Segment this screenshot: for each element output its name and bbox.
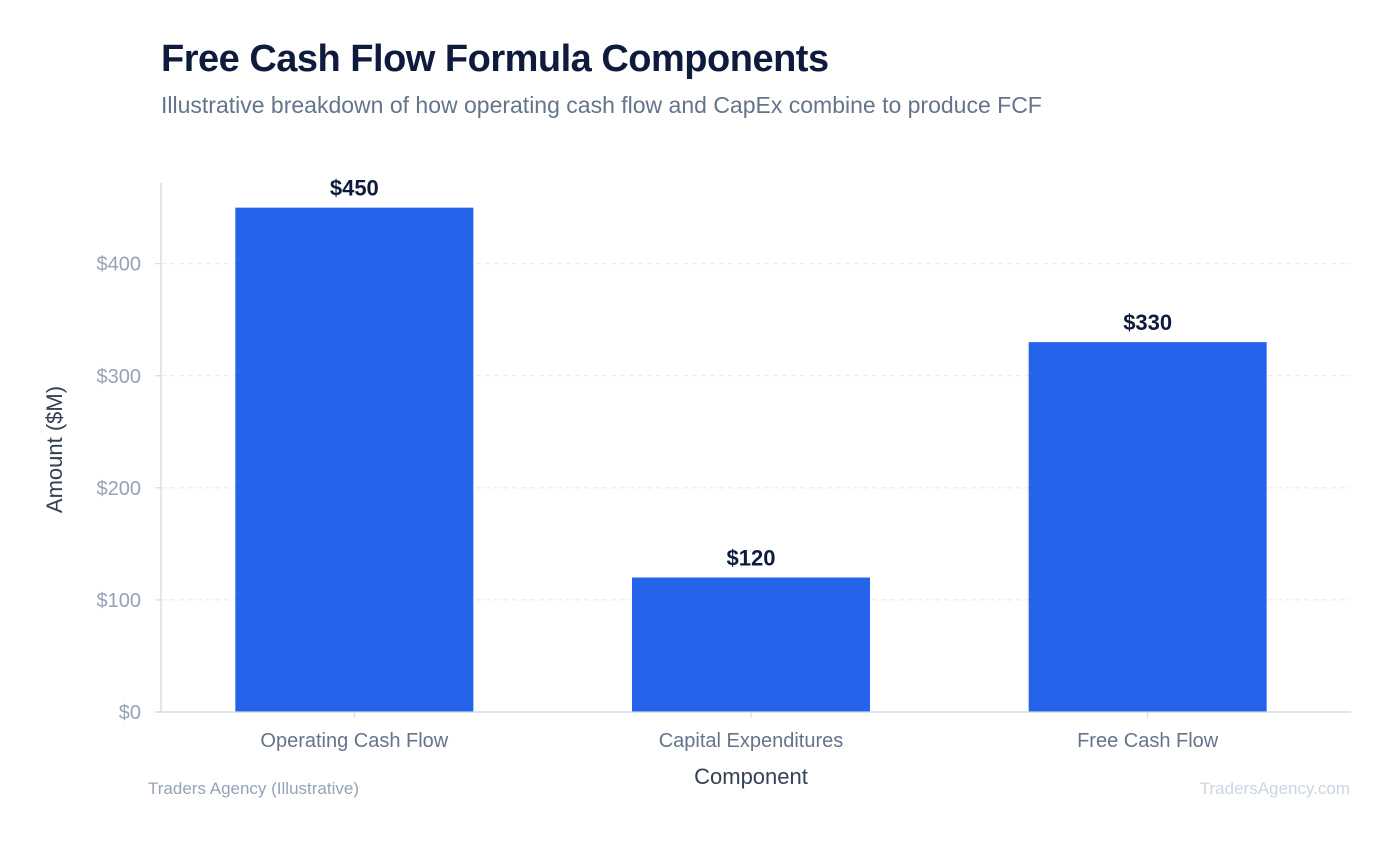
y-tick-label: $0	[119, 702, 141, 724]
x-tick-label: Operating Cash Flow	[260, 730, 448, 752]
x-axis-title: Component	[694, 764, 808, 789]
x-tick-label: Capital Expenditures	[659, 730, 844, 752]
bars	[235, 207, 1267, 712]
axes	[155, 183, 1351, 718]
data-label: $450	[330, 176, 379, 201]
x-tick-label: Free Cash Flow	[1077, 730, 1219, 752]
data-label: $330	[1123, 310, 1172, 335]
bar	[235, 207, 474, 712]
bar	[632, 577, 870, 712]
y-tick-label: $100	[97, 590, 142, 612]
bar	[1028, 342, 1267, 712]
chart-title: Free Cash Flow Formula Components	[161, 38, 829, 80]
y-tick-label: $400	[97, 254, 142, 276]
y-axis-title: Amount ($M)	[42, 386, 67, 513]
y-tick-label: $200	[97, 478, 142, 500]
chart-subtitle: Illustrative breakdown of how operating …	[161, 92, 1042, 118]
source-note: Traders Agency (Illustrative)	[148, 779, 359, 798]
data-label: $120	[727, 546, 776, 571]
labels: $0 $100 $200 $300 $400 $450 Operating Cash Flo…	[42, 176, 1219, 789]
watermark: TradersAgency.com	[1199, 779, 1350, 798]
y-tick-label: $300	[97, 366, 142, 388]
